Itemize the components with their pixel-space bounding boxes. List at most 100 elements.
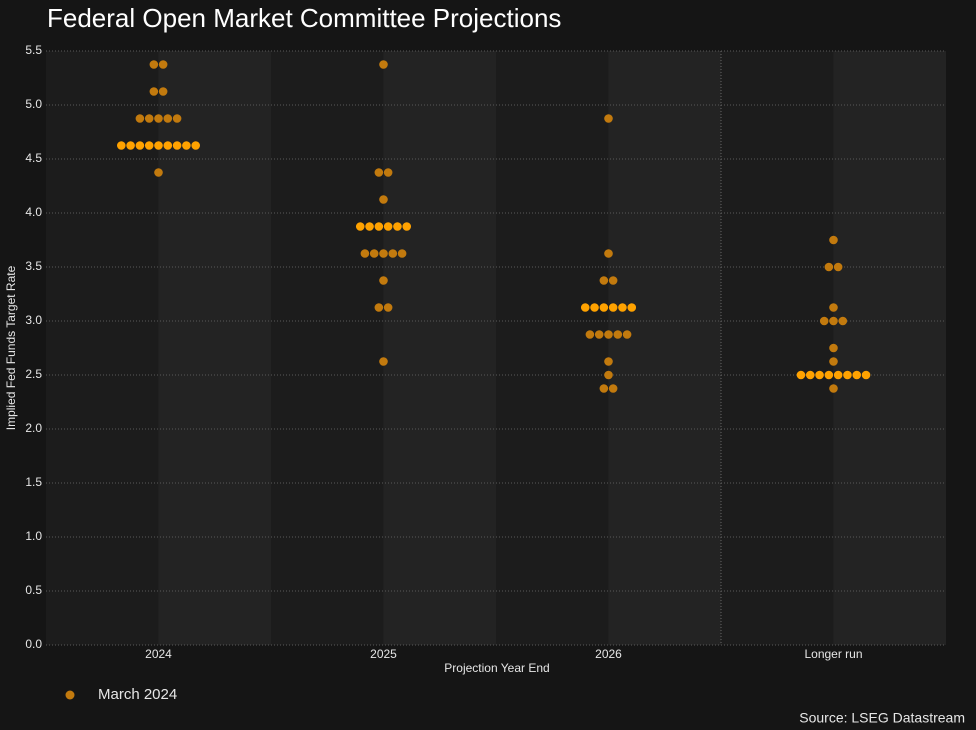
x-tick-label: 2025 (370, 647, 397, 661)
dot (172, 114, 182, 123)
dot (627, 303, 637, 312)
dot (149, 60, 159, 69)
band-bg (46, 51, 159, 645)
x-tick-label: 2026 (595, 647, 622, 661)
plot-area (46, 50, 946, 646)
dot (852, 370, 862, 380)
dot (158, 87, 168, 96)
dot (383, 303, 393, 312)
dot (604, 249, 613, 258)
dot (379, 357, 388, 366)
y-tick-label: 1.5 (25, 475, 42, 489)
dot (360, 249, 370, 258)
dot (402, 222, 412, 231)
dot (163, 114, 173, 123)
dot (154, 168, 163, 177)
dot (824, 262, 834, 272)
dot (838, 316, 848, 326)
band-bg (833, 51, 946, 645)
band-bg (383, 51, 496, 645)
dot (580, 303, 590, 312)
dot (144, 141, 154, 150)
dot (843, 370, 852, 380)
dot (599, 384, 609, 393)
dot (819, 316, 829, 326)
x-tick-label: 2024 (145, 647, 172, 661)
dot (594, 330, 604, 339)
dot (608, 303, 618, 312)
dot (117, 141, 126, 150)
dot (374, 222, 384, 231)
dot (604, 357, 613, 366)
dot (829, 303, 838, 312)
source: Source: LSEG Datastream (799, 710, 965, 726)
dot (613, 330, 623, 339)
dot (388, 249, 398, 258)
dot (393, 222, 402, 231)
dot (824, 370, 834, 380)
legend-marker (65, 690, 75, 700)
dot (829, 316, 838, 326)
dot (369, 249, 379, 258)
dot (397, 249, 407, 258)
dot (590, 303, 599, 312)
y-axis-label: Implied Fed Funds Target Rate (4, 265, 18, 430)
y-tick-label: 4.5 (25, 151, 42, 165)
y-tick-label: 0.0 (25, 637, 42, 651)
dot (608, 384, 618, 393)
dot (379, 195, 388, 204)
dot (182, 141, 191, 150)
dot (135, 141, 145, 150)
band-bg (271, 51, 384, 645)
x-axis-label: Projection Year End (444, 661, 549, 675)
dot (374, 168, 384, 177)
dot (829, 235, 838, 245)
y-tick-label: 5.5 (25, 43, 42, 57)
dot (191, 141, 200, 150)
dot (383, 222, 393, 231)
band-bg (496, 51, 609, 645)
y-tick-label: 3.5 (25, 259, 42, 273)
dot (829, 343, 838, 353)
dot (861, 370, 871, 380)
dot (599, 276, 609, 285)
dot (163, 141, 173, 150)
dot (154, 141, 163, 150)
dot (172, 141, 182, 150)
dot (796, 370, 806, 380)
dot (355, 222, 365, 231)
dot (604, 370, 613, 380)
y-tick-label: 2.0 (25, 421, 42, 435)
y-tick-label: 2.5 (25, 367, 42, 381)
legend-label: March 2024 (98, 686, 177, 703)
dot (126, 141, 135, 150)
dot (374, 303, 384, 312)
dot (365, 222, 374, 231)
dot (829, 357, 838, 366)
y-tick-label: 5.0 (25, 97, 42, 111)
dot (599, 303, 609, 312)
dot (608, 276, 618, 285)
band-bg (721, 51, 834, 645)
dot (585, 330, 595, 339)
dot (815, 370, 824, 380)
dot (604, 330, 613, 339)
x-tick-label: Longer run (804, 647, 862, 661)
dot (604, 114, 613, 123)
dot (379, 276, 388, 285)
dot (829, 384, 838, 393)
y-tick-label: 3.0 (25, 313, 42, 327)
dot (618, 303, 627, 312)
dot (379, 249, 388, 258)
dot (158, 60, 168, 69)
dot (805, 370, 815, 380)
dot (149, 87, 159, 96)
dot (622, 330, 632, 339)
dot (135, 114, 145, 123)
y-tick-label: 4.0 (25, 205, 42, 219)
y-tick-label: 1.0 (25, 529, 42, 543)
dot (833, 262, 843, 272)
band-bg (158, 51, 271, 645)
chart-title: Federal Open Market Committee Projection… (47, 3, 561, 33)
